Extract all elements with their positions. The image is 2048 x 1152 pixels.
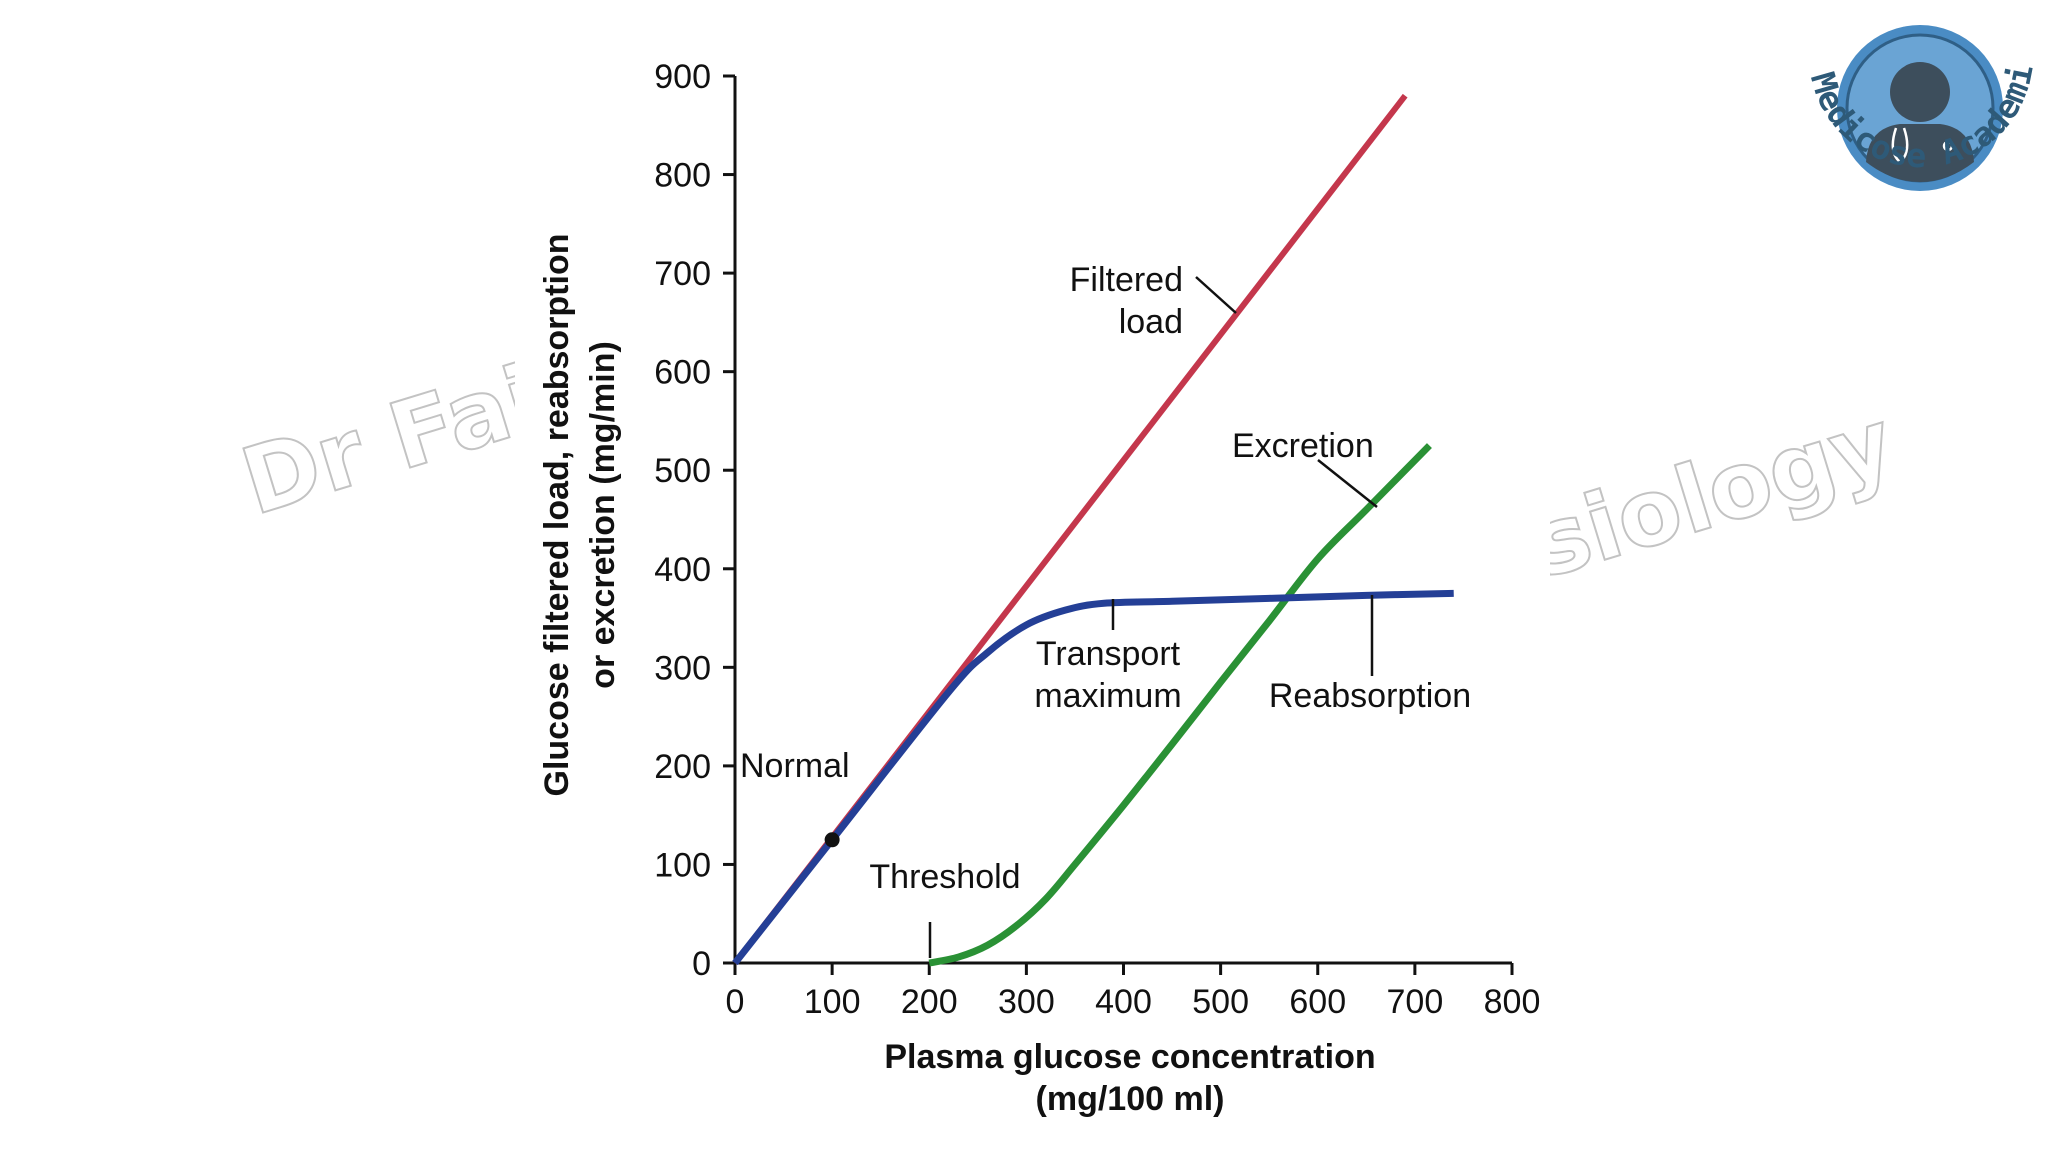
y-tick-label-700: 700 <box>654 255 711 293</box>
y-axis-title-line1: Glucose filtered load, reabsorption <box>538 234 576 797</box>
axes <box>733 76 1512 965</box>
y-tick-label-800: 800 <box>654 157 711 195</box>
transport-maximum-label-line1: Transport <box>1036 635 1181 673</box>
y-axis-title-line2: or excretion (mg/min) <box>584 341 622 689</box>
x-tick-label-500: 500 <box>1192 983 1249 1021</box>
medicose-academics-logo: Medicose Academics <box>0 0 2041 191</box>
watermark-backdrop <box>1420 420 1550 600</box>
y-tick-label-500: 500 <box>654 452 711 490</box>
y-tick-label-0: 0 <box>692 945 711 983</box>
axis-label-backdrop <box>515 60 635 820</box>
filtered-load-leader <box>1195 276 1237 314</box>
x-tick-label-600: 600 <box>1289 983 1346 1021</box>
y-tick-label-100: 100 <box>654 846 711 884</box>
y-tick-label-900: 900 <box>654 58 711 96</box>
transport-maximum-label-line2: maximum <box>1034 677 1181 715</box>
reabsorption-line <box>732 589 1454 966</box>
x-tick-label-700: 700 <box>1387 983 1444 1021</box>
x-tick-label-300: 300 <box>998 983 1055 1021</box>
excretion-label: Excretion <box>1232 427 1374 465</box>
watermark-right: siology <box>1520 389 1905 600</box>
annotations: Filtered load Excretion Transport maximu… <box>740 261 1471 896</box>
normal-label: Normal <box>740 747 850 785</box>
leader-lines <box>928 276 1378 958</box>
x-axis-units: (mg/100 ml) <box>1036 1080 1225 1118</box>
series-group <box>732 93 1454 967</box>
x-axis-title: Plasma glucose concentration <box>884 1038 1375 1076</box>
threshold-label: Threshold <box>869 858 1020 896</box>
ticks: 0 100 200 300 400 500 600 700 800 0 100 200 300 400 50… <box>654 58 1540 1021</box>
y-tick-label-400: 400 <box>654 551 711 589</box>
normal-point <box>824 832 840 848</box>
y-tick-label-200: 200 <box>654 748 711 786</box>
excretion-line <box>928 443 1432 967</box>
x-tick-label-200: 200 <box>901 983 958 1021</box>
stethoscope-icon <box>1891 127 1954 164</box>
x-tick-label-0: 0 <box>726 983 745 1021</box>
reabsorption-label: Reabsorption <box>1269 677 1471 715</box>
x-tick-label-800: 800 <box>1484 983 1541 1021</box>
watermark: Dr Faiz siology <box>229 328 1906 600</box>
y-tick-label-300: 300 <box>654 649 711 687</box>
x-tick-label-400: 400 <box>1095 983 1152 1021</box>
filtered-load-label-line1: Filtered <box>1070 261 1183 299</box>
y-tick-label-600: 600 <box>654 354 711 392</box>
filtered-load-label-line2: load <box>1119 303 1183 341</box>
x-tick-label-100: 100 <box>804 983 861 1021</box>
axis-titles: Plasma glucose concentration (mg/100 ml)… <box>538 234 1376 1119</box>
excretion-leader <box>1317 459 1378 508</box>
logo-text: Medicose Academics <box>0 0 2041 175</box>
